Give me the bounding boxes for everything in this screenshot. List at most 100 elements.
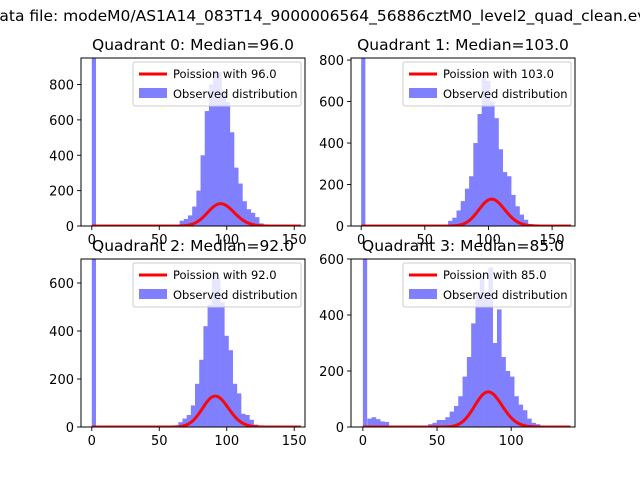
legend-box	[132, 61, 302, 107]
x-tick-label: 0	[88, 233, 96, 248]
x-tick-label: 100	[214, 233, 239, 248]
histogram-bar	[502, 172, 508, 226]
plot-area	[362, 259, 571, 427]
x-tick-label: 0	[359, 434, 367, 449]
histogram-bar	[492, 343, 498, 427]
histogram-bar	[460, 201, 466, 226]
x-tick-label: 150	[540, 233, 565, 248]
histogram-bar	[183, 218, 189, 226]
legend-box	[132, 262, 302, 308]
histogram-bar	[515, 206, 520, 226]
histogram-bar	[458, 396, 463, 427]
histogram-bar	[462, 376, 468, 427]
histogram-bar	[241, 413, 246, 427]
histogram-bar	[518, 404, 524, 427]
x-tick-label: 100	[499, 434, 524, 449]
histogram-bar	[466, 357, 472, 427]
plot-area	[360, 58, 572, 226]
histogram-bar-zero	[361, 58, 366, 226]
histogram-bar	[190, 405, 196, 427]
plot-area	[91, 58, 302, 226]
histogram-bar	[494, 118, 499, 226]
legend-label-observed: Observed distribution	[443, 288, 568, 302]
histogram-bar	[432, 422, 438, 427]
x-tick-label: 50	[151, 434, 168, 449]
histogram-bar	[473, 143, 478, 226]
histogram-bar	[441, 420, 446, 427]
histogram-bar	[449, 411, 455, 427]
histogram-bar-low	[375, 419, 381, 427]
axes-frame	[350, 258, 576, 428]
histogram-bar-zero	[362, 259, 368, 427]
histogram-bar	[238, 183, 243, 226]
histogram-bar	[464, 188, 470, 226]
histogram-bar	[485, 80, 491, 226]
y-tick-label: 600	[319, 96, 344, 111]
x-tick-label: 150	[282, 434, 307, 449]
histogram-bar-low	[384, 421, 390, 427]
subplot-title: Quadrant 1: Median=103.0	[357, 36, 569, 54]
subplot-title: Quadrant 3: Median=85.0	[362, 237, 564, 255]
histogram-bar	[523, 219, 529, 226]
x-tick-label: 150	[282, 233, 307, 248]
histogram-bar	[490, 101, 495, 226]
histogram-bar	[207, 304, 213, 427]
histogram-bar	[452, 217, 457, 226]
legend-label-observed: Observed distribution	[173, 288, 298, 302]
histogram-bar	[511, 194, 516, 226]
histogram-bar	[215, 278, 221, 427]
histogram-bar	[506, 176, 512, 226]
y-tick-label: 400	[49, 325, 74, 340]
histogram-bar	[527, 418, 532, 427]
histogram-bar	[475, 292, 481, 427]
y-tick-label: 600	[49, 277, 74, 292]
histogram-bar	[488, 267, 493, 427]
histogram-bar	[211, 271, 217, 427]
axes-frame	[80, 57, 306, 227]
y-tick-label: 800	[319, 54, 344, 69]
histogram-bar	[484, 292, 489, 427]
y-tick-label: 400	[319, 309, 344, 324]
histogram-bar	[203, 326, 208, 427]
legend-label-poisson: Poission with 103.0	[443, 67, 554, 81]
y-tick-label: 200	[49, 373, 74, 388]
histogram-bar	[249, 419, 254, 427]
y-tick-label: 200	[49, 185, 74, 200]
histogram-bar	[217, 72, 222, 226]
histogram-bar	[509, 376, 515, 427]
y-tick-label: 800	[49, 79, 74, 94]
histogram-bar	[477, 114, 483, 226]
y-tick-label: 400	[49, 149, 74, 164]
histogram-bar	[519, 214, 525, 226]
y-tick-label: 200	[319, 179, 344, 194]
legend-patch-swatch	[139, 289, 167, 299]
histogram-bar	[496, 309, 502, 427]
legend-box	[402, 61, 572, 107]
legend-label-poisson: Poission with 92.0	[173, 268, 277, 282]
histogram-bar	[195, 383, 200, 427]
histogram-bar	[199, 359, 204, 427]
subplot-quadrant-3: 0 50 100 0 200 400 600 Quadrant 3: Median=85.0 P…	[319, 237, 576, 449]
legend-label-observed: Observed distribution	[443, 87, 568, 101]
histogram-bar	[196, 190, 201, 226]
histogram-bar	[232, 383, 238, 427]
legend: Poission with 96.0 Observed distribution	[132, 61, 302, 107]
histogram-bar	[225, 102, 231, 226]
histogram-bar	[246, 209, 252, 226]
histogram-bar-low	[380, 421, 385, 427]
y-tick-label: 600	[319, 253, 344, 268]
histogram-bar	[229, 132, 235, 226]
y-tick-label: 0	[336, 220, 344, 235]
histogram-bar-low	[371, 417, 377, 427]
histogram-bar	[224, 335, 229, 427]
plot-area	[91, 259, 302, 427]
histogram-bar	[501, 357, 506, 427]
x-tick-label: 50	[151, 233, 168, 248]
x-tick-label: 0	[88, 434, 96, 449]
histogram-bar-zero	[91, 259, 96, 427]
y-tick-label: 0	[66, 421, 74, 436]
histogram-bar	[200, 155, 206, 226]
histogram-bar	[192, 206, 197, 226]
histogram-bar	[453, 406, 459, 427]
